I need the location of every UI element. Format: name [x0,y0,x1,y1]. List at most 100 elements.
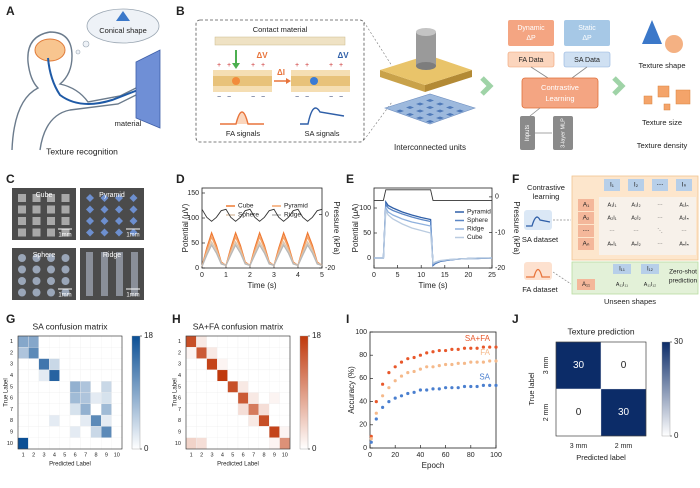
heatmap-cell [258,369,270,382]
heatmap-cell [269,414,280,427]
heatmap-cell [111,403,123,416]
x-tick-label: 3 [210,452,213,458]
heatmap-cell [185,414,197,427]
x-tick-label: 0 [200,272,204,279]
data-point [431,350,435,354]
heatmap-cell [17,392,29,404]
heatmap-cell [279,392,291,404]
heatmap-cell [269,335,280,348]
heatmap-cell [38,392,50,404]
label: ⋯ [583,228,590,235]
heatmap-cell [28,358,39,371]
row-head [578,238,594,250]
heatmap-cell [59,335,71,348]
heatmap-cell [279,358,291,371]
series-line [374,208,492,264]
panel-label: I [346,312,349,326]
heatmap-cell [227,347,239,359]
heatmap-cell [248,347,259,359]
label: Inputs [525,125,531,141]
data-point [369,437,373,441]
probe-foot [416,62,436,70]
data-point [406,371,410,375]
label: prediction [669,278,698,285]
x-tick-label: 6 [74,452,77,458]
label: A₁I₁ [608,202,617,208]
heatmap-cell [237,358,249,371]
heatmap-cell [80,358,91,371]
heatmap-cell [101,335,112,348]
label: ⋯ [657,215,663,221]
heatmap-cell [17,335,29,348]
panel-label: J [512,312,519,326]
y-tick-label: 100 [359,205,371,212]
heatmap-cell [17,369,29,382]
material-panel [135,49,161,129]
label: AₙIₙ [679,241,689,247]
y-tick-label: 3 [10,362,13,368]
heatmap-cell [279,403,291,416]
heatmap-cell [196,335,207,348]
data-point [412,369,416,374]
bubble-dot [75,49,81,55]
charge-sign: + [227,62,231,69]
body-outline [11,31,141,151]
y-axis-label: True label [527,372,536,405]
column-head [641,264,659,274]
shape-triangle [642,20,662,44]
heatmap-cell [90,347,102,359]
heatmap-cell [555,341,602,390]
texture-unit [47,194,55,202]
x-tick-label: 100 [490,452,502,459]
heatmap-cell [80,347,91,359]
heatmap-cell [38,358,50,371]
heatmap-cell [227,381,239,393]
data-point [444,362,448,367]
arrow-head [232,63,240,69]
label: Aₙ [583,241,590,248]
texture-unit [32,265,41,274]
label: ΔP [582,35,592,42]
legend-label: Cube [467,234,483,241]
texture-unit [18,265,26,274]
heatmap-cell [279,369,291,382]
heatmap-cell [217,414,228,427]
heatmap-cell [28,335,39,348]
heatmap-cell [38,414,50,427]
y-tick-label: 4 [178,373,181,379]
y-tick-label: 8 [10,418,13,424]
x-axis-label: Predicted Label [217,462,259,468]
heatmap-cell [69,437,81,450]
label: FA dataset [522,285,558,294]
x-tick-label: 3 [272,272,276,279]
x-tick-label: 8 [262,452,265,458]
texture-unit [47,265,55,274]
y2-tick-label: 0 [495,194,499,201]
heatmap-cell [196,426,207,438]
heatmap-cell [111,335,123,348]
texture-unit [47,228,55,237]
mlp-box [553,116,573,150]
zoom-line [363,21,393,67]
y-tick-label: 1 [10,339,13,345]
y-tick-label: 2 [10,350,13,356]
heatmap-cell [237,426,249,438]
data-point [418,388,422,392]
charge-carrier [310,77,318,85]
heatmap-cell [206,437,218,450]
data-point [462,361,467,365]
data-point [369,434,373,438]
data-point [431,365,435,369]
series-label: SA+FA [465,334,491,343]
heatmap-cell [248,392,259,404]
x-axis-label: Predicted label [576,453,626,462]
column-head [676,179,692,191]
panel-label: A [6,4,15,18]
texture-unit [32,254,41,262]
x-tick-label: 4 [53,452,56,458]
heatmap-cell [258,414,270,427]
fa-signal [220,111,264,125]
row-head [578,199,594,211]
label: Texture size [642,118,682,127]
